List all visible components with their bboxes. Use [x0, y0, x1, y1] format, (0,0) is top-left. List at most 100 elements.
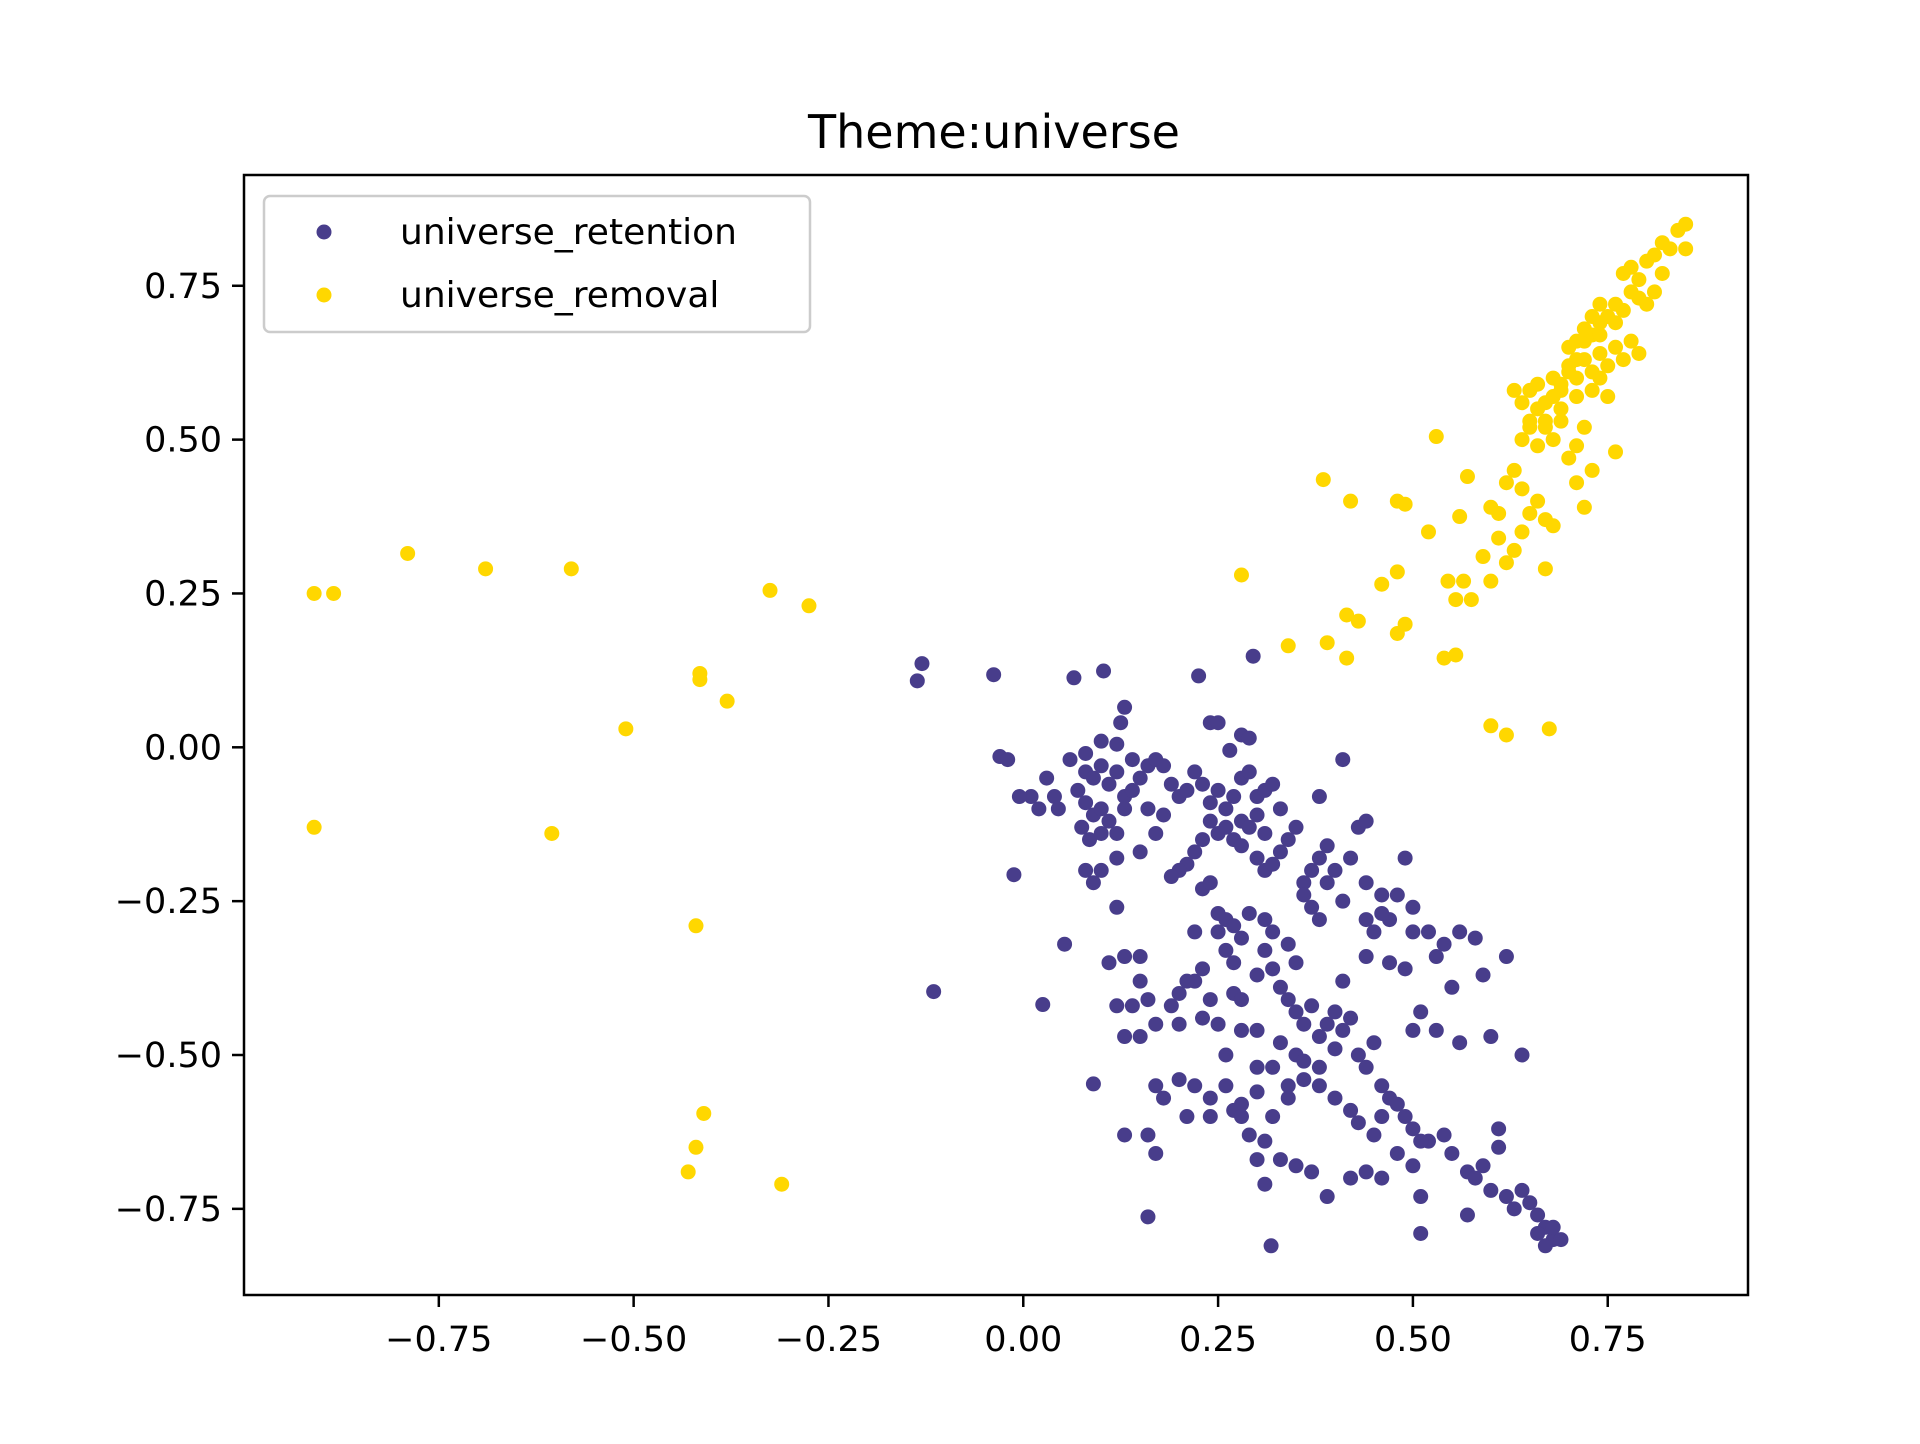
- data-point: [1117, 949, 1133, 965]
- data-point: [1569, 352, 1585, 368]
- data-point: [1350, 613, 1366, 629]
- data-point: [1413, 1133, 1429, 1149]
- data-point: [1491, 1139, 1507, 1155]
- data-point: [1093, 862, 1109, 878]
- data-point: [1327, 862, 1343, 878]
- data-point: [1319, 635, 1335, 651]
- data-point: [774, 1176, 790, 1192]
- data-point: [1046, 789, 1062, 805]
- data-point: [1319, 1189, 1335, 1205]
- data-point: [1467, 1170, 1483, 1186]
- data-point: [1171, 985, 1187, 1001]
- data-point: [1226, 918, 1242, 934]
- data-point: [1456, 573, 1472, 589]
- data-point: [1179, 782, 1195, 798]
- data-point: [1530, 1225, 1546, 1241]
- data-point: [1311, 850, 1327, 866]
- data-point: [1541, 721, 1557, 737]
- data-point: [1576, 419, 1592, 435]
- data-point: [1444, 979, 1460, 995]
- data-point: [926, 984, 942, 1000]
- data-point: [1156, 807, 1172, 823]
- data-point: [1039, 770, 1055, 786]
- data-point: [1530, 493, 1546, 509]
- data-point: [1498, 555, 1514, 571]
- data-point: [1101, 955, 1117, 971]
- data-point: [1366, 1035, 1382, 1051]
- x-tick-label: −0.50: [580, 1320, 687, 1360]
- data-point: [1233, 567, 1249, 583]
- data-point: [1093, 733, 1109, 749]
- data-point: [1514, 395, 1530, 411]
- data-point: [1569, 475, 1585, 491]
- data-point: [1140, 1209, 1156, 1225]
- data-point: [1576, 499, 1592, 515]
- data-point: [1011, 789, 1027, 805]
- data-point: [1483, 573, 1499, 589]
- data-point: [1483, 718, 1499, 734]
- data-point: [1319, 838, 1335, 854]
- data-point: [544, 825, 560, 841]
- data-point: [1006, 867, 1022, 883]
- data-point: [1241, 1127, 1257, 1143]
- x-tick-label: −0.25: [775, 1320, 882, 1360]
- series-universe_removal: [306, 216, 1694, 1192]
- data-point: [1662, 241, 1678, 257]
- data-point: [1280, 832, 1296, 848]
- data-point: [1163, 998, 1179, 1014]
- y-axis: −0.75 −0.50 −0.25 0.00 0.25 0.50 0.75: [115, 267, 244, 1230]
- data-point: [1241, 730, 1257, 746]
- data-point: [1179, 973, 1195, 989]
- data-point: [1389, 887, 1405, 903]
- data-point: [1288, 1158, 1304, 1174]
- data-point: [1050, 801, 1066, 817]
- data-point: [1537, 419, 1553, 435]
- x-tick-label: 0.00: [984, 1320, 1062, 1360]
- data-point: [1678, 241, 1694, 257]
- data-point: [1553, 376, 1569, 392]
- data-point: [1113, 715, 1129, 731]
- data-point: [1132, 973, 1148, 989]
- x-tick-label: 0.25: [1179, 1320, 1257, 1360]
- data-point: [1140, 992, 1156, 1008]
- data-point: [1132, 949, 1148, 965]
- data-point: [1343, 1010, 1359, 1026]
- data-point: [1366, 1127, 1382, 1143]
- data-point: [1288, 819, 1304, 835]
- data-point: [680, 1164, 696, 1180]
- data-point: [1545, 432, 1561, 448]
- data-point: [1202, 875, 1218, 891]
- data-point: [1428, 429, 1444, 445]
- data-point: [1210, 1016, 1226, 1032]
- data-point: [1249, 807, 1265, 823]
- data-point: [1389, 1145, 1405, 1161]
- data-point: [1475, 1158, 1491, 1174]
- legend-box: [262, 194, 812, 334]
- data-point: [1631, 345, 1647, 361]
- y-tick-label: 0.25: [144, 574, 222, 614]
- plot-points: [306, 216, 1694, 1254]
- data-point: [1654, 265, 1670, 281]
- data-point: [1491, 1121, 1507, 1137]
- data-point: [1233, 1109, 1249, 1125]
- data-point: [1545, 518, 1561, 534]
- data-point: [1537, 1238, 1553, 1254]
- data-point: [1608, 339, 1624, 355]
- data-point: [1506, 542, 1522, 558]
- data-point: [762, 582, 778, 598]
- data-point: [1233, 930, 1249, 946]
- data-point: [696, 1105, 712, 1121]
- data-point: [1405, 1158, 1421, 1174]
- data-point: [1413, 1189, 1429, 1205]
- data-point: [1241, 905, 1257, 921]
- data-point: [1218, 1078, 1234, 1094]
- data-point: [1397, 1109, 1413, 1125]
- data-point: [1101, 813, 1117, 829]
- data-point: [1265, 924, 1281, 940]
- data-point: [1545, 389, 1561, 405]
- data-point: [1249, 1084, 1265, 1100]
- data-point: [1296, 1016, 1312, 1032]
- data-point: [986, 667, 1002, 683]
- data-point: [1678, 216, 1694, 232]
